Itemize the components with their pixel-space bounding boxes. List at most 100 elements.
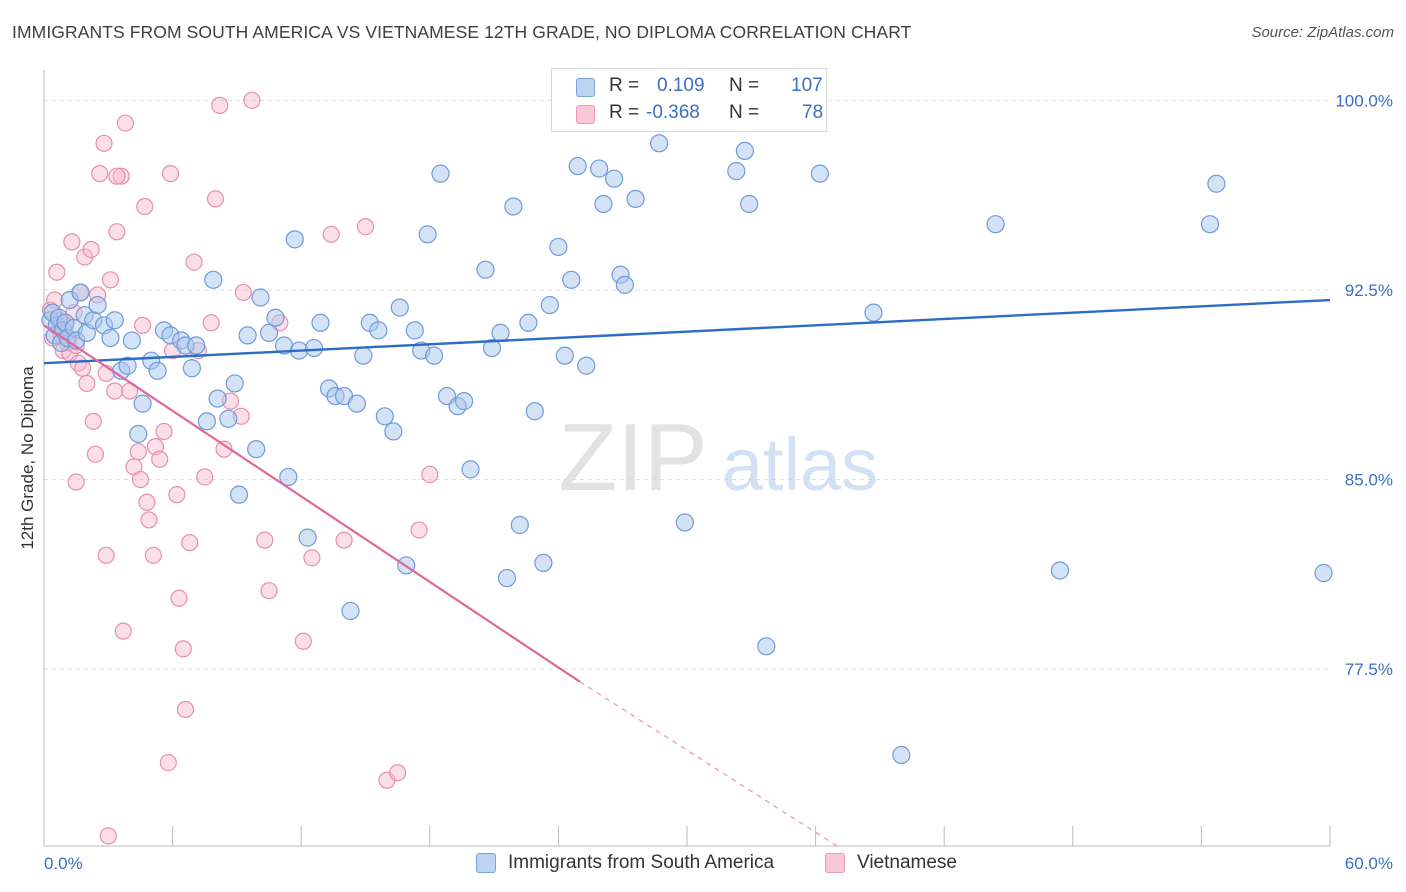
vietnamese-point bbox=[101, 271, 120, 289]
vietnamese-point bbox=[48, 263, 66, 281]
vietnamese-point bbox=[151, 450, 169, 468]
south-america-point bbox=[375, 407, 394, 426]
vietnamese-point bbox=[322, 225, 340, 243]
vietnamese-trend-line bbox=[43, 324, 581, 683]
vietnamese-point bbox=[138, 493, 156, 511]
south-america-point bbox=[650, 134, 669, 153]
vietnamese-point bbox=[146, 438, 165, 456]
vietnamese-point bbox=[206, 190, 225, 208]
south-america-point bbox=[740, 194, 759, 214]
x-tick-label: 60.0% bbox=[1345, 854, 1393, 873]
vietnamese-point bbox=[294, 632, 312, 650]
south-america-point bbox=[197, 412, 216, 431]
south-america-point bbox=[405, 321, 424, 340]
y-tick-label: 100.0% bbox=[1335, 91, 1393, 110]
south-america-point bbox=[534, 553, 553, 572]
south-america-point bbox=[122, 331, 141, 350]
vietnamese-point bbox=[99, 827, 117, 845]
south-america-point bbox=[590, 159, 609, 178]
vietnamese-point bbox=[84, 412, 102, 430]
south-america-point bbox=[219, 409, 238, 428]
vietnamese-point bbox=[108, 167, 126, 185]
vietnamese-point bbox=[185, 253, 203, 271]
vietnamese-point bbox=[97, 546, 115, 564]
south-america-point bbox=[675, 513, 694, 532]
legend-n-label: N = bbox=[729, 102, 760, 123]
vietnamese-point bbox=[421, 465, 439, 484]
south-america-point bbox=[354, 346, 373, 365]
south-america-point bbox=[347, 394, 367, 413]
vietnamese-point bbox=[82, 240, 100, 259]
vietnamese-point bbox=[202, 314, 220, 332]
south-america-point bbox=[279, 467, 298, 487]
vietnamese-point bbox=[211, 96, 229, 114]
south-america-point bbox=[519, 313, 538, 332]
vietnamese-point bbox=[114, 622, 132, 640]
vietnamese-point bbox=[168, 486, 186, 504]
vietnamese-point bbox=[256, 531, 274, 549]
vietnamese-point bbox=[136, 197, 154, 216]
south-america-point bbox=[266, 308, 285, 327]
south-america-point bbox=[986, 215, 1005, 234]
vietnamese-point bbox=[176, 700, 195, 719]
south-america-point bbox=[418, 225, 437, 244]
vietnamese-point bbox=[140, 511, 158, 529]
south-america-point bbox=[133, 394, 152, 413]
axes bbox=[43, 70, 1331, 847]
south-america-points bbox=[41, 134, 1333, 765]
south-america-point bbox=[454, 392, 474, 411]
south-america-point bbox=[605, 169, 624, 188]
vietnamese-point bbox=[91, 165, 109, 183]
south-america-point bbox=[810, 164, 829, 183]
south-america-point bbox=[384, 422, 403, 441]
south-america-point bbox=[101, 328, 120, 348]
south-america-point bbox=[491, 323, 510, 342]
south-america-point bbox=[497, 568, 517, 588]
legend-n-value: 107 bbox=[791, 75, 823, 96]
vietnamese-points bbox=[41, 91, 439, 845]
vietnamese-point bbox=[67, 473, 85, 491]
south-america-point bbox=[476, 260, 495, 279]
vietnamese-point bbox=[155, 422, 173, 441]
south-america-point bbox=[555, 346, 574, 365]
source-label: Source: ZipAtlas.com bbox=[1251, 24, 1394, 41]
watermark-atlas: atlas bbox=[722, 423, 878, 506]
tick-labels: 100.0% 92.5% 85.0% 77.5% 0.0% 60.0% bbox=[44, 91, 1393, 873]
south-america-point bbox=[251, 288, 270, 307]
south-america-point bbox=[118, 356, 137, 375]
south-america-point bbox=[298, 528, 317, 547]
vietnamese-point bbox=[260, 582, 278, 600]
legend-r-value: 0.109 bbox=[657, 75, 705, 96]
vietnamese-point bbox=[181, 534, 199, 552]
vietnamese-point bbox=[196, 468, 214, 486]
vietnamese-point bbox=[86, 445, 105, 463]
south-america-point bbox=[129, 424, 148, 444]
south-america-point bbox=[341, 601, 360, 621]
vietnamese-point bbox=[108, 223, 126, 241]
south-america-point bbox=[757, 637, 776, 656]
y-tick-label: 77.5% bbox=[1345, 660, 1393, 679]
y-axis-label: 12th Grade, No Diploma bbox=[18, 366, 37, 550]
bottom-legend-swatch-pink bbox=[825, 853, 845, 873]
south-america-point bbox=[727, 162, 746, 181]
legend-swatch-blue bbox=[576, 78, 595, 97]
vietnamese-point bbox=[170, 589, 188, 607]
vietnamese-point bbox=[133, 316, 152, 334]
vietnamese-point bbox=[161, 165, 180, 183]
trend-lines bbox=[43, 298, 1331, 847]
vietnamese-point bbox=[106, 382, 124, 400]
legend-n-value: 78 bbox=[802, 102, 824, 123]
south-america-point bbox=[562, 270, 581, 289]
south-america-point bbox=[229, 485, 249, 504]
vietnamese-point bbox=[144, 546, 162, 564]
south-america-trend-line bbox=[43, 298, 1331, 365]
south-america-point bbox=[390, 298, 409, 317]
south-america-point bbox=[182, 359, 201, 378]
south-america-point bbox=[568, 156, 587, 176]
bottom-legend-label: Vietnamese bbox=[857, 852, 957, 873]
vietnamese-point bbox=[131, 470, 150, 489]
vietnamese-point bbox=[335, 531, 353, 549]
south-america-point bbox=[187, 336, 206, 355]
south-america-point bbox=[259, 323, 279, 342]
